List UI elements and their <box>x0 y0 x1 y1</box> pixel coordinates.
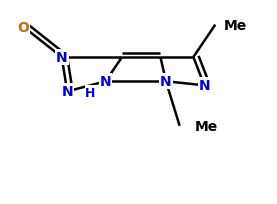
Text: N: N <box>56 51 68 65</box>
Text: H: H <box>85 86 96 99</box>
Text: Me: Me <box>224 19 247 32</box>
Text: O: O <box>17 21 29 34</box>
Text: N: N <box>199 79 210 93</box>
Text: N: N <box>61 85 73 99</box>
Text: N: N <box>160 75 172 89</box>
Text: N: N <box>100 75 111 89</box>
Text: Me: Me <box>195 119 218 133</box>
